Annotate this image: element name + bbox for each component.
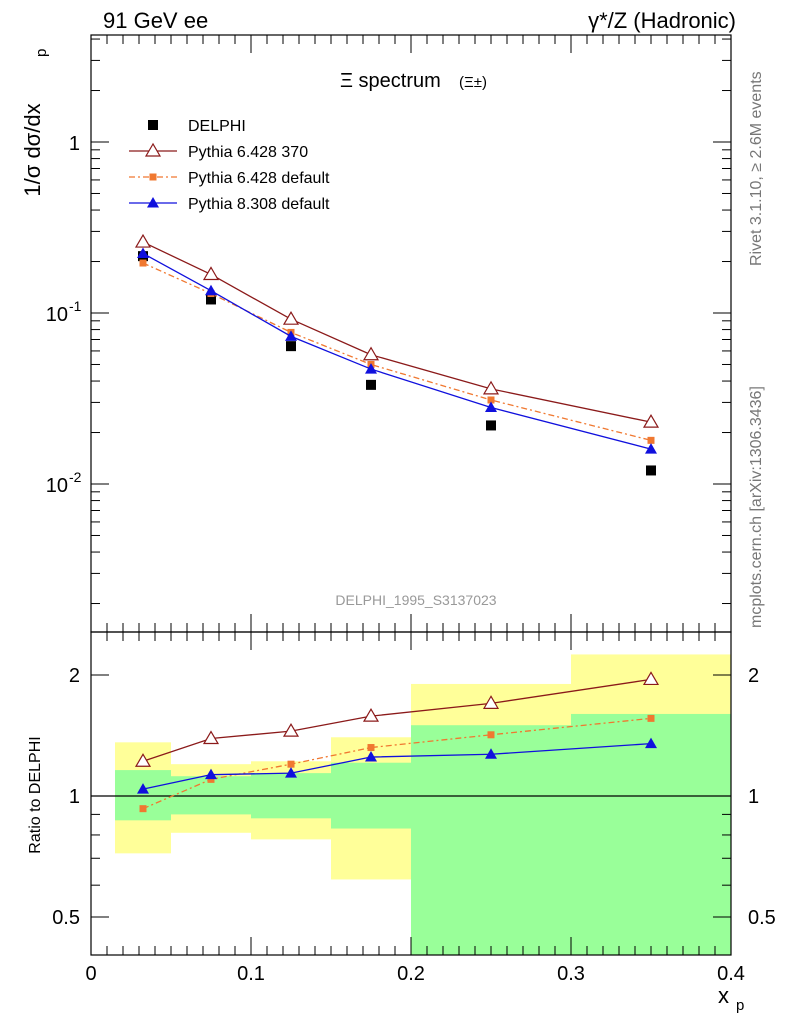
ratio-axis-label: Ratio to DELPHI bbox=[27, 736, 44, 853]
x-axis-label-sub: p bbox=[736, 997, 744, 1014]
ratio-point bbox=[642, 671, 660, 686]
ratio-point bbox=[285, 767, 297, 778]
x-tick-label: 0.3 bbox=[557, 963, 585, 985]
ratio-line bbox=[142, 717, 652, 810]
ratio-tick-label: 2 bbox=[69, 665, 80, 687]
sidebar-source-text: mcplots.cern.ch [arXiv:1306.3436] bbox=[748, 386, 765, 628]
mc-point bbox=[362, 346, 380, 361]
ratio-tick-label: 0.5 bbox=[52, 907, 80, 929]
data-point bbox=[206, 294, 216, 305]
y-axis-label-group: 1/σ dσ/dx p bbox=[20, 49, 50, 197]
mc-point bbox=[365, 363, 377, 374]
green-band-bin bbox=[411, 725, 571, 955]
mc-point bbox=[642, 413, 660, 428]
ratio-point bbox=[137, 783, 149, 794]
y-tick-exponent: -1 bbox=[69, 298, 82, 314]
legend-label: Pythia 8.308 default bbox=[188, 196, 330, 213]
sidebar-rivet-text: Rivet 3.1.10, ≥ 2.6M events bbox=[748, 71, 765, 266]
legend-label: DELPHI bbox=[188, 118, 246, 135]
green-band-bin bbox=[571, 713, 731, 955]
data-point bbox=[646, 465, 656, 476]
green-band-bin bbox=[115, 770, 171, 821]
series-line bbox=[142, 252, 652, 450]
mc-point bbox=[487, 396, 495, 404]
y-tick-exponent: -2 bbox=[69, 469, 82, 485]
ratio-point bbox=[485, 748, 497, 759]
data-point bbox=[366, 379, 376, 390]
chart-title-suffix: (Ξ±) bbox=[459, 74, 487, 91]
ratio-point bbox=[139, 805, 147, 813]
legend-marker bbox=[144, 142, 162, 157]
legend: DELPHI Pythia 6.428 370 Pythia 6.428 defau… bbox=[129, 118, 330, 213]
ratio-point bbox=[134, 753, 152, 767]
ratio-bands bbox=[115, 654, 731, 955]
ratio-tick-label-right: 2 bbox=[748, 665, 759, 687]
ratio-point bbox=[282, 722, 300, 737]
x-tick-label: 0.2 bbox=[397, 963, 425, 985]
ratio-point bbox=[207, 775, 215, 783]
mc-point bbox=[482, 380, 500, 395]
ratio-point bbox=[362, 707, 380, 722]
ratio-point bbox=[645, 737, 657, 749]
mc-point bbox=[485, 401, 497, 413]
ratio-point bbox=[367, 744, 375, 752]
mc-point bbox=[205, 284, 217, 296]
main-series-group bbox=[134, 233, 660, 476]
mc-point bbox=[134, 233, 152, 248]
y-axis-label-sub: p bbox=[33, 49, 50, 57]
ratio-point bbox=[202, 730, 220, 745]
ratio-label-group: Ratio to DELPHI bbox=[27, 736, 44, 853]
data-point bbox=[286, 341, 296, 352]
x-tick-label: 0.4 bbox=[717, 963, 745, 985]
ratio-point bbox=[205, 768, 217, 780]
header-process-label: 91 GeV ee bbox=[103, 8, 209, 33]
ratio-point bbox=[482, 695, 500, 709]
x-tick-label: 0.1 bbox=[237, 963, 265, 985]
mc-point bbox=[139, 259, 147, 267]
ratio-tick-label: 1 bbox=[69, 786, 80, 808]
y-tick-label: 10 bbox=[46, 475, 68, 497]
mc-point bbox=[282, 311, 300, 325]
series-line bbox=[142, 241, 652, 423]
ratio-tick-label-right: 0.5 bbox=[748, 907, 776, 929]
mc-point bbox=[647, 436, 655, 444]
x-tick-label: 0 bbox=[85, 963, 96, 985]
main-frame bbox=[90, 34, 732, 633]
ratio-line bbox=[142, 742, 652, 790]
y-axis-label: 1/σ dσ/dx bbox=[20, 103, 45, 196]
ratio-point bbox=[647, 714, 655, 722]
ratio-point bbox=[487, 731, 495, 739]
ratio-line bbox=[142, 678, 652, 762]
legend-label: Pythia 6.428 default bbox=[188, 170, 330, 187]
legend-marker bbox=[148, 120, 158, 130]
mc-point bbox=[645, 443, 657, 454]
legend-marker bbox=[149, 173, 157, 181]
y-tick-label: 1 bbox=[69, 133, 80, 155]
ratio-tick-label-right: 1 bbox=[748, 786, 759, 808]
x-axis-label: x bbox=[718, 983, 729, 1008]
mc-point bbox=[285, 330, 297, 341]
header-channel-label: γ*/Z (Hadronic) bbox=[588, 8, 736, 33]
ratio-point bbox=[365, 751, 377, 762]
legend-label: Pythia 6.428 370 bbox=[188, 144, 308, 161]
ratio-series-group bbox=[134, 671, 660, 813]
series-line bbox=[142, 262, 652, 441]
y-tick-label: 10 bbox=[46, 304, 68, 326]
mc-point bbox=[137, 247, 149, 258]
legend-marker bbox=[147, 197, 159, 208]
chart-title: Ξ spectrum bbox=[340, 70, 441, 92]
analysis-watermark: DELPHI_1995_S3137023 bbox=[335, 592, 496, 608]
mc-point bbox=[202, 266, 220, 281]
ratio-point bbox=[287, 760, 295, 768]
data-point bbox=[486, 420, 496, 431]
